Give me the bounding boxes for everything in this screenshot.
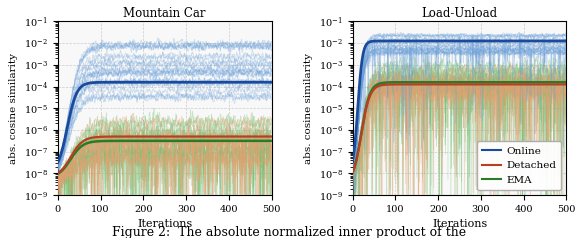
X-axis label: Iterations: Iterations	[137, 219, 192, 229]
Title: Mountain Car: Mountain Car	[124, 7, 206, 20]
Legend: Online, Detached, EMA: Online, Detached, EMA	[477, 141, 561, 190]
Title: Load-Unload: Load-Unload	[421, 7, 498, 20]
Y-axis label: abs. cosine similarity: abs. cosine similarity	[304, 53, 313, 164]
Y-axis label: abs. cosine similarity: abs. cosine similarity	[9, 53, 18, 164]
X-axis label: Iterations: Iterations	[432, 219, 487, 229]
Text: Figure 2:  The absolute normalized inner product of the: Figure 2: The absolute normalized inner …	[112, 226, 466, 238]
